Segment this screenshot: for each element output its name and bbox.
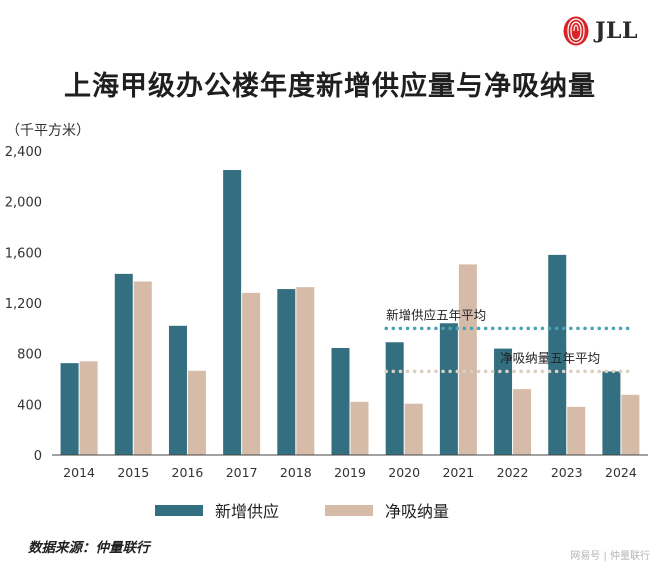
reference-line-label-absorption: 净吸纳量五年平均	[500, 350, 600, 365]
y-axis-unit-label: （千平方米）	[6, 123, 90, 139]
bar-absorption-2019	[350, 401, 369, 455]
jll-logo-text: JLL	[595, 18, 638, 44]
y-tick-label: 0	[34, 449, 42, 464]
x-tick-label: 2023	[551, 465, 583, 480]
bar-absorption-2022	[513, 389, 532, 455]
bar-absorption-2024	[621, 394, 640, 455]
x-tick-label: 2017	[226, 465, 258, 480]
chart-title: 上海甲级办公楼年度新增供应量与净吸纳量	[64, 71, 596, 102]
legend-label-supply: 新增供应	[215, 502, 280, 521]
bar-supply-2018	[277, 289, 296, 455]
y-tick-label: 2,000	[5, 196, 42, 211]
legend-swatch-absorption	[325, 504, 374, 516]
x-tick-label: 2018	[280, 465, 312, 480]
bar-supply-2024	[602, 371, 621, 455]
legend-item-absorption: 净吸纳量	[325, 498, 449, 522]
bar-supply-2021	[439, 323, 458, 455]
bar-supply-2019	[331, 347, 350, 455]
x-tick-label: 2016	[172, 465, 204, 480]
bar-absorption-2017	[242, 292, 261, 455]
x-tick-label: 2020	[388, 465, 420, 480]
data-source-note: 数据来源：仲量联行	[28, 540, 150, 556]
bar-supply-2015	[114, 273, 133, 455]
bar-absorption-2023	[567, 406, 586, 455]
bar-supply-2014	[60, 363, 79, 455]
y-tick-label: 1,200	[5, 297, 42, 312]
x-tick-label: 2024	[605, 465, 637, 480]
legend-swatch-supply	[155, 504, 203, 516]
chart-legend: 新增供应 净吸纳量	[155, 498, 449, 522]
legend-label-absorption: 净吸纳量	[385, 502, 450, 521]
bar-supply-2020	[385, 342, 404, 455]
jll-logo: JLL	[563, 16, 638, 46]
bar-absorption-2021	[458, 264, 477, 455]
bar-absorption-2020	[404, 403, 423, 455]
x-tick-label: 2021	[442, 465, 474, 480]
y-tick-label: 2,400	[5, 145, 42, 160]
bar-supply-2022	[494, 348, 513, 455]
y-tick-label: 1,600	[5, 246, 42, 261]
y-tick-label: 400	[17, 398, 42, 413]
bar-absorption-2015	[133, 281, 152, 455]
bar-absorption-2016	[187, 370, 206, 455]
legend-item-supply: 新增供应	[155, 498, 279, 522]
bar-absorption-2018	[296, 287, 315, 455]
bar-supply-2023	[548, 254, 567, 455]
bar-absorption-2014	[79, 361, 98, 455]
x-tick-label: 2019	[334, 465, 366, 480]
reference-line-label-supply: 新增供应五年平均	[386, 307, 486, 322]
x-tick-label: 2022	[497, 465, 529, 480]
bar-supply-2016	[168, 325, 187, 455]
watermark: 网易号 | 仲量联行	[570, 551, 650, 562]
bar-chart: 0 400 800 1,200 1,600 2,000 2,400 2014 2015 2016 2…	[5, 145, 648, 480]
x-tick-label: 2015	[117, 465, 149, 480]
jll-logo-mark-icon	[563, 16, 589, 46]
bar-supply-2017	[223, 170, 242, 455]
y-tick-label: 800	[17, 348, 42, 363]
x-tick-label: 2014	[63, 465, 95, 480]
